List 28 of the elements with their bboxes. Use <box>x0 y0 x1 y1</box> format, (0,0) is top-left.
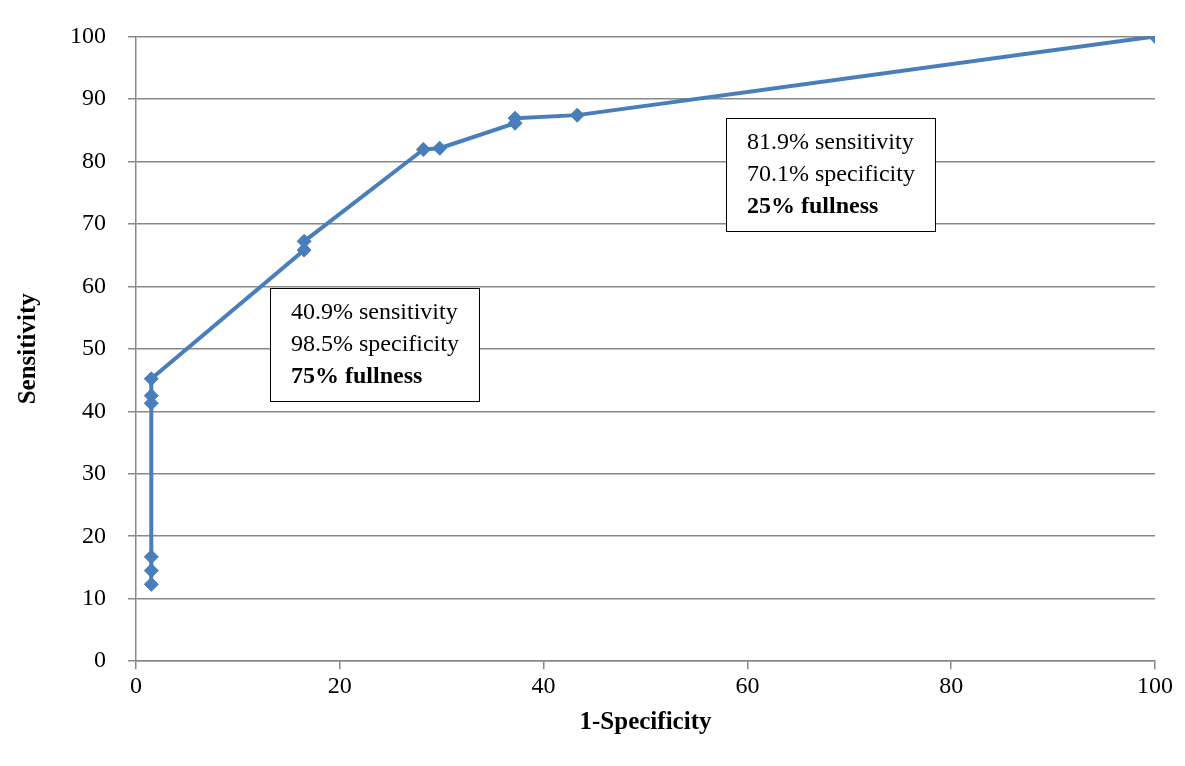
x-tick-label: 80 <box>939 671 964 698</box>
x-tick-label: 20 <box>327 671 352 698</box>
y-tick-label: 30 <box>82 459 106 486</box>
x-tick-label: 0 <box>130 671 142 698</box>
point <box>569 107 585 123</box>
x-tick-label: 60 <box>735 671 760 698</box>
y-tick-label: 100 <box>70 21 106 48</box>
y-tick-label: 40 <box>82 396 106 423</box>
y-tick-label: 50 <box>82 334 106 361</box>
point <box>432 140 448 156</box>
x-tick-label: 100 <box>1137 671 1173 698</box>
point <box>415 141 431 157</box>
y-tick-label: 90 <box>82 84 106 111</box>
y-tick-label: 80 <box>82 146 106 173</box>
point <box>143 576 159 592</box>
y-tick-label: 20 <box>82 521 106 548</box>
point <box>143 371 159 387</box>
annotation: 81.9% sensitivity 70.1% specificity 25% fullness <box>747 127 915 220</box>
point <box>143 563 159 579</box>
annotation: 40.9% sensitivity 98.5% specificity 75% fullness <box>291 297 459 390</box>
x-axis-title: 1-Specificity <box>579 707 712 735</box>
x-tick-label: 40 <box>531 671 556 698</box>
y-tick-label: 70 <box>82 209 106 236</box>
y-tick-label: 0 <box>94 646 106 673</box>
y-axis-title: Sensitivity <box>13 292 41 405</box>
y-tick-label: 10 <box>82 584 106 611</box>
point <box>143 549 159 565</box>
y-tick-label: 60 <box>82 271 106 298</box>
